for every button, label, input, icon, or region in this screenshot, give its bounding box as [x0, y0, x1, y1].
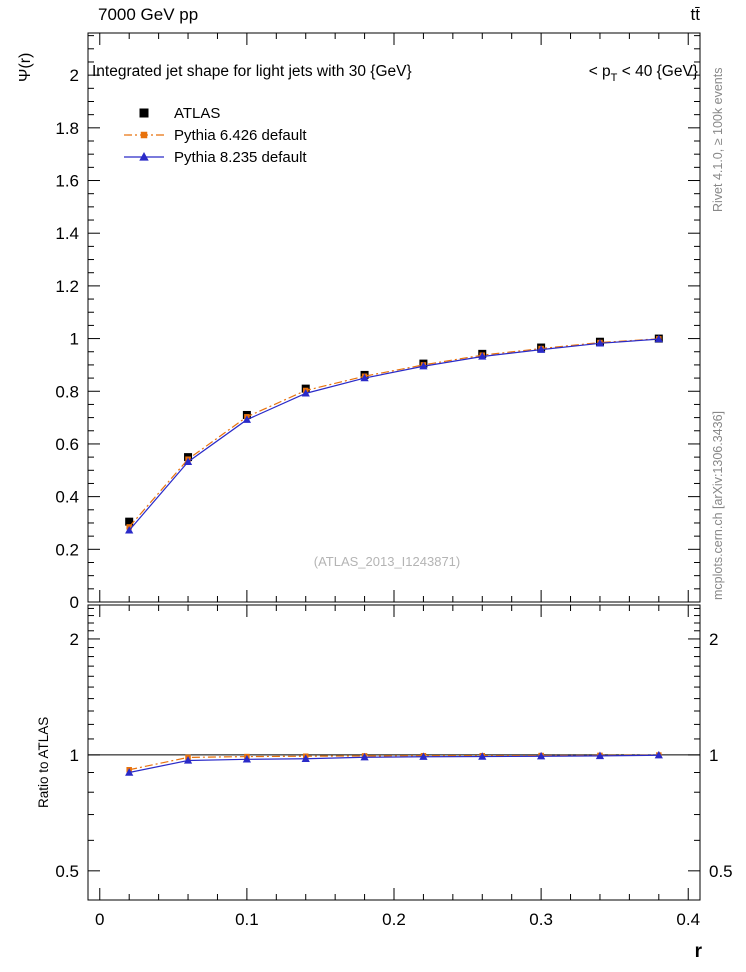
svg-text:0.4: 0.4 [55, 488, 79, 507]
beam-energy-label: 7000 GeV pp [98, 5, 198, 24]
svg-text:Pythia 6.426 default: Pythia 6.426 default [174, 127, 307, 144]
svg-text:0.5: 0.5 [709, 862, 733, 881]
svg-text:ATLAS: ATLAS [174, 105, 220, 122]
svg-text:0.2: 0.2 [55, 540, 79, 559]
svg-text:0.5: 0.5 [55, 862, 79, 881]
svg-text:0: 0 [95, 910, 104, 929]
svg-text:1.6: 1.6 [55, 172, 79, 191]
x-axis-title: r [695, 941, 703, 962]
y-axis-title-main: Ψ(r) [17, 53, 34, 82]
svg-text:1.4: 1.4 [55, 224, 79, 243]
svg-text:2: 2 [709, 630, 718, 649]
chart-drawing-layer: 0 0.1 0.2 0.3 0.4 0 0.2 0.4 0.6 0.8 1 1.2 1.4 1.6 1.8 2… [55, 32, 733, 929]
mcplots-credit-label: mcplots.cern.ch [arXiv:1306.3436] [711, 411, 725, 600]
svg-text:1.8: 1.8 [55, 119, 79, 138]
svg-text:1.2: 1.2 [55, 277, 79, 296]
svg-text:0.3: 0.3 [529, 910, 553, 929]
plot-title-mid: < p [589, 63, 611, 80]
svg-text:1: 1 [70, 746, 79, 765]
analysis-watermark: (ATLAS_2013_I1243871) [314, 554, 460, 569]
plot-title-subscript: T [611, 72, 618, 84]
svg-text:2: 2 [70, 630, 79, 649]
plot-title-right: < pT < 40 {GeV} [589, 63, 698, 84]
svg-text:2: 2 [70, 66, 79, 85]
rivet-version-label: Rivet 4.1.0, ≥ 100k events [711, 68, 725, 212]
y-axis-title-ratio: Ratio to ATLAS [36, 717, 51, 808]
svg-text:0: 0 [70, 593, 79, 612]
plot-title-post: < 40 {GeV} [617, 63, 698, 80]
process-label: tt̄ [691, 5, 701, 24]
svg-text:Pythia 8.235 default: Pythia 8.235 default [174, 149, 307, 166]
svg-text:0.4: 0.4 [676, 910, 700, 929]
svg-text:0.8: 0.8 [55, 382, 79, 401]
plot-title-left: Integrated jet shape for light jets with… [92, 63, 412, 80]
svg-text:1: 1 [709, 746, 718, 765]
svg-text:1: 1 [70, 330, 79, 349]
svg-text:0.2: 0.2 [382, 910, 406, 929]
svg-text:0.1: 0.1 [235, 910, 259, 929]
svg-text:0.6: 0.6 [55, 435, 79, 454]
